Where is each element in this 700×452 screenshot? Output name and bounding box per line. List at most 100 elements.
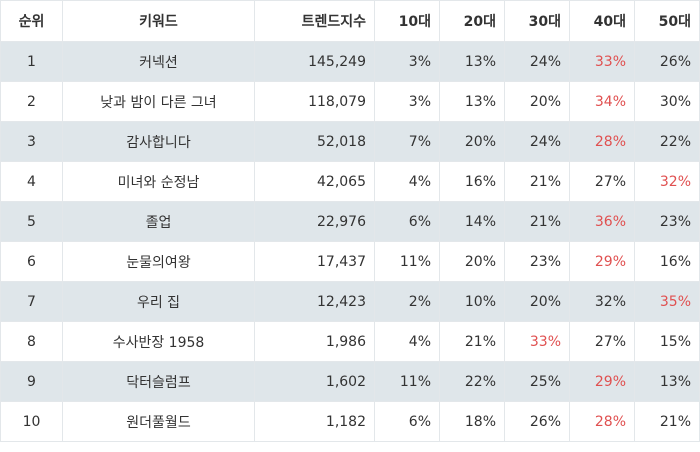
- age-share-cell: 33%: [504, 321, 570, 362]
- keyword-cell[interactable]: 수사반장 1958: [62, 321, 255, 362]
- rank-cell: 10: [0, 401, 63, 442]
- rank-cell: 5: [0, 201, 63, 242]
- age-share-cell: 16%: [634, 241, 700, 282]
- age-share-cell: 13%: [439, 81, 505, 122]
- table-row[interactable]: 5 졸업 22,976 6% 14% 21% 36% 23%: [0, 201, 700, 242]
- column-header-age-30s[interactable]: 30대: [504, 0, 570, 42]
- age-share-cell: 36%: [569, 201, 635, 242]
- keyword-cell[interactable]: 커넥션: [62, 41, 255, 82]
- age-share-cell: 35%: [634, 281, 700, 322]
- rank-cell: 4: [0, 161, 63, 202]
- table-row[interactable]: 9 닥터슬럼프 1,602 11% 22% 25% 29% 13%: [0, 361, 700, 402]
- age-share-cell: 13%: [634, 361, 700, 402]
- age-share-cell: 10%: [439, 281, 505, 322]
- rank-cell: 8: [0, 321, 63, 362]
- age-share-cell: 14%: [439, 201, 505, 242]
- table-row[interactable]: 4 미녀와 순정남 42,065 4% 16% 21% 27% 32%: [0, 161, 700, 202]
- age-share-cell: 21%: [504, 201, 570, 242]
- table-row[interactable]: 6 눈물의여왕 17,437 11% 20% 23% 29% 16%: [0, 241, 700, 282]
- trend-index-cell: 22,976: [254, 201, 375, 242]
- age-share-cell: 21%: [439, 321, 505, 362]
- rank-cell: 9: [0, 361, 63, 402]
- age-share-cell: 3%: [374, 41, 440, 82]
- keyword-cell[interactable]: 졸업: [62, 201, 255, 242]
- age-share-cell: 3%: [374, 81, 440, 122]
- age-share-cell: 20%: [504, 81, 570, 122]
- age-share-cell: 2%: [374, 281, 440, 322]
- age-share-cell: 18%: [439, 401, 505, 442]
- age-share-cell: 26%: [634, 41, 700, 82]
- keyword-cell[interactable]: 감사합니다: [62, 121, 255, 162]
- age-share-cell: 27%: [569, 161, 635, 202]
- age-share-cell: 32%: [634, 161, 700, 202]
- column-header-trend-index[interactable]: 트렌드지수: [254, 0, 375, 42]
- age-share-cell: 22%: [439, 361, 505, 402]
- age-share-cell: 6%: [374, 401, 440, 442]
- trend-index-cell: 145,249: [254, 41, 375, 82]
- age-share-cell: 28%: [569, 401, 635, 442]
- age-share-cell: 23%: [634, 201, 700, 242]
- column-header-age-20s[interactable]: 20대: [439, 0, 505, 42]
- age-share-cell: 22%: [634, 121, 700, 162]
- age-share-cell: 25%: [504, 361, 570, 402]
- table-row[interactable]: 10 원더풀월드 1,182 6% 18% 26% 28% 21%: [0, 401, 700, 442]
- age-share-cell: 4%: [374, 321, 440, 362]
- keyword-cell[interactable]: 미녀와 순정남: [62, 161, 255, 202]
- trend-index-cell: 1,602: [254, 361, 375, 402]
- age-share-cell: 33%: [569, 41, 635, 82]
- age-share-cell: 13%: [439, 41, 505, 82]
- age-share-cell: 23%: [504, 241, 570, 282]
- table-row[interactable]: 7 우리 집 12,423 2% 10% 20% 32% 35%: [0, 281, 700, 322]
- age-share-cell: 15%: [634, 321, 700, 362]
- column-header-age-40s[interactable]: 40대: [569, 0, 635, 42]
- table-body: 1 커넥션 145,249 3% 13% 24% 33% 26% 2 낮과 밤이 다른 그녀 118…: [0, 41, 700, 442]
- age-share-cell: 21%: [634, 401, 700, 442]
- age-share-cell: 11%: [374, 361, 440, 402]
- age-share-cell: 24%: [504, 121, 570, 162]
- age-share-cell: 21%: [504, 161, 570, 202]
- trend-index-cell: 12,423: [254, 281, 375, 322]
- keyword-cell[interactable]: 닥터슬럼프: [62, 361, 255, 402]
- trend-index-cell: 42,065: [254, 161, 375, 202]
- keyword-cell[interactable]: 낮과 밤이 다른 그녀: [62, 81, 255, 122]
- keyword-cell[interactable]: 우리 집: [62, 281, 255, 322]
- age-share-cell: 4%: [374, 161, 440, 202]
- keyword-trend-table: 순위 키워드 트렌드지수 10대 20대 30대 40대 50대 1 커넥션 145…: [0, 0, 700, 442]
- column-header-age-10s[interactable]: 10대: [374, 0, 440, 42]
- age-share-cell: 29%: [569, 361, 635, 402]
- column-header-age-50s[interactable]: 50대: [634, 0, 700, 42]
- rank-cell: 7: [0, 281, 63, 322]
- age-share-cell: 26%: [504, 401, 570, 442]
- age-share-cell: 11%: [374, 241, 440, 282]
- age-share-cell: 24%: [504, 41, 570, 82]
- keyword-cell[interactable]: 원더풀월드: [62, 401, 255, 442]
- trend-index-cell: 17,437: [254, 241, 375, 282]
- trend-index-cell: 1,986: [254, 321, 375, 362]
- table-row[interactable]: 8 수사반장 1958 1,986 4% 21% 33% 27% 15%: [0, 321, 700, 362]
- trend-index-cell: 52,018: [254, 121, 375, 162]
- trend-index-cell: 118,079: [254, 81, 375, 122]
- rank-cell: 3: [0, 121, 63, 162]
- age-share-cell: 20%: [504, 281, 570, 322]
- rank-cell: 2: [0, 81, 63, 122]
- age-share-cell: 7%: [374, 121, 440, 162]
- age-share-cell: 30%: [634, 81, 700, 122]
- table-row[interactable]: 3 감사합니다 52,018 7% 20% 24% 28% 22%: [0, 121, 700, 162]
- age-share-cell: 6%: [374, 201, 440, 242]
- keyword-cell[interactable]: 눈물의여왕: [62, 241, 255, 282]
- table-row[interactable]: 1 커넥션 145,249 3% 13% 24% 33% 26%: [0, 41, 700, 82]
- column-header-rank[interactable]: 순위: [0, 0, 63, 42]
- age-share-cell: 20%: [439, 121, 505, 162]
- age-share-cell: 27%: [569, 321, 635, 362]
- age-share-cell: 28%: [569, 121, 635, 162]
- rank-cell: 1: [0, 41, 63, 82]
- age-share-cell: 29%: [569, 241, 635, 282]
- age-share-cell: 20%: [439, 241, 505, 282]
- age-share-cell: 32%: [569, 281, 635, 322]
- rank-cell: 6: [0, 241, 63, 282]
- table-row[interactable]: 2 낮과 밤이 다른 그녀 118,079 3% 13% 20% 34% 30%: [0, 81, 700, 122]
- table-header-row: 순위 키워드 트렌드지수 10대 20대 30대 40대 50대: [0, 0, 700, 42]
- column-header-keyword[interactable]: 키워드: [62, 0, 255, 42]
- age-share-cell: 34%: [569, 81, 635, 122]
- trend-index-cell: 1,182: [254, 401, 375, 442]
